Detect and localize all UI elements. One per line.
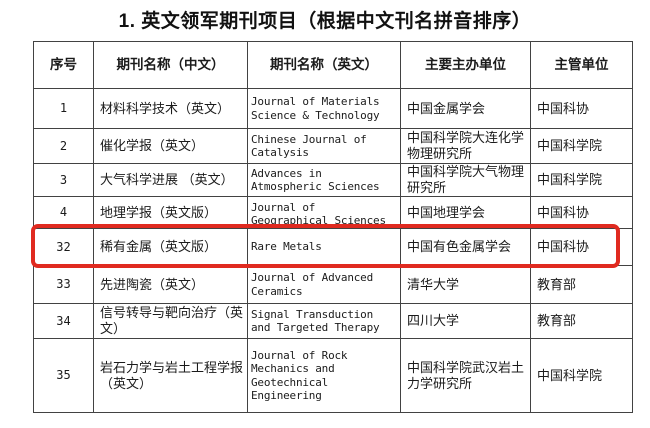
cell-name-en: Journal of Rock Mechanics and Geotechnic…	[248, 339, 401, 413]
cell-name-cn: 材料科学技术（英文）	[94, 89, 248, 129]
journal-table: 序号 期刊名称（中文） 期刊名称（英文） 主要主办单位 主管单位 1 材料科学技…	[33, 41, 633, 413]
cell-name-en: Rare Metals	[248, 229, 401, 266]
cell-name-cn: 地理学报（英文版）	[94, 197, 248, 229]
cell-organizer: 中国科学院武汉岩土力学研究所	[401, 339, 531, 413]
column-header-serial: 序号	[34, 42, 94, 89]
column-header-supervisor: 主管单位	[531, 42, 633, 89]
cell-organizer: 中国科学院大连化学物理研究所	[401, 129, 531, 164]
cell-supervisor: 中国科协	[531, 197, 633, 229]
cell-name-cn: 先进陶瓷（英文）	[94, 266, 248, 304]
cell-serial: 4	[34, 197, 94, 229]
cell-name-en: Journal of Materials Science & Technolog…	[248, 89, 401, 129]
cell-supervisor: 中国科学院	[531, 339, 633, 413]
cell-serial: 3	[34, 164, 94, 197]
cell-supervisor: 教育部	[531, 266, 633, 304]
cell-name-en: Chinese Journal of Catalysis	[248, 129, 401, 164]
column-header-organizer: 主要主办单位	[401, 42, 531, 89]
cell-name-cn: 稀有金属（英文版）	[94, 229, 248, 266]
cell-name-en: Journal of Geographical Sciences	[248, 197, 401, 229]
cell-name-en: Signal Transduction and Targeted Therapy	[248, 304, 401, 339]
cell-supervisor: 教育部	[531, 304, 633, 339]
cell-organizer: 中国有色金属学会	[401, 229, 531, 266]
cell-serial: 1	[34, 89, 94, 129]
page-title: 1. 英文领军期刊项目（根据中文刊名拼音排序）	[118, 11, 532, 32]
cell-name-en: Journal of Advanced Ceramics	[248, 266, 401, 304]
cell-supervisor: 中国科协	[531, 229, 633, 266]
cell-name-cn: 催化学报（英文）	[94, 129, 248, 164]
cell-supervisor: 中国科学院	[531, 129, 633, 164]
cell-supervisor: 中国科学院	[531, 164, 633, 197]
cell-organizer: 中国地理学会	[401, 197, 531, 229]
cell-organizer: 中国科学院大气物理研究所	[401, 164, 531, 197]
cell-organizer: 四川大学	[401, 304, 531, 339]
cell-supervisor: 中国科协	[531, 89, 633, 129]
cell-name-en: Advances in Atmospheric Sciences	[248, 164, 401, 197]
cell-organizer: 中国金属学会	[401, 89, 531, 129]
column-header-name-en: 期刊名称（英文）	[248, 42, 401, 89]
cell-organizer: 清华大学	[401, 266, 531, 304]
cell-name-cn: 岩石力学与岩土工程学报（英文）	[94, 339, 248, 413]
cell-name-cn: 大气科学进展 （英文）	[94, 164, 248, 197]
cell-serial: 33	[34, 266, 94, 304]
column-header-name-cn: 期刊名称（中文）	[94, 42, 248, 89]
cell-serial: 34	[34, 304, 94, 339]
cell-serial: 35	[34, 339, 94, 413]
cell-serial: 2	[34, 129, 94, 164]
cell-name-cn: 信号转导与靶向治疗（英文）	[94, 304, 248, 339]
cell-serial: 32	[34, 229, 94, 266]
